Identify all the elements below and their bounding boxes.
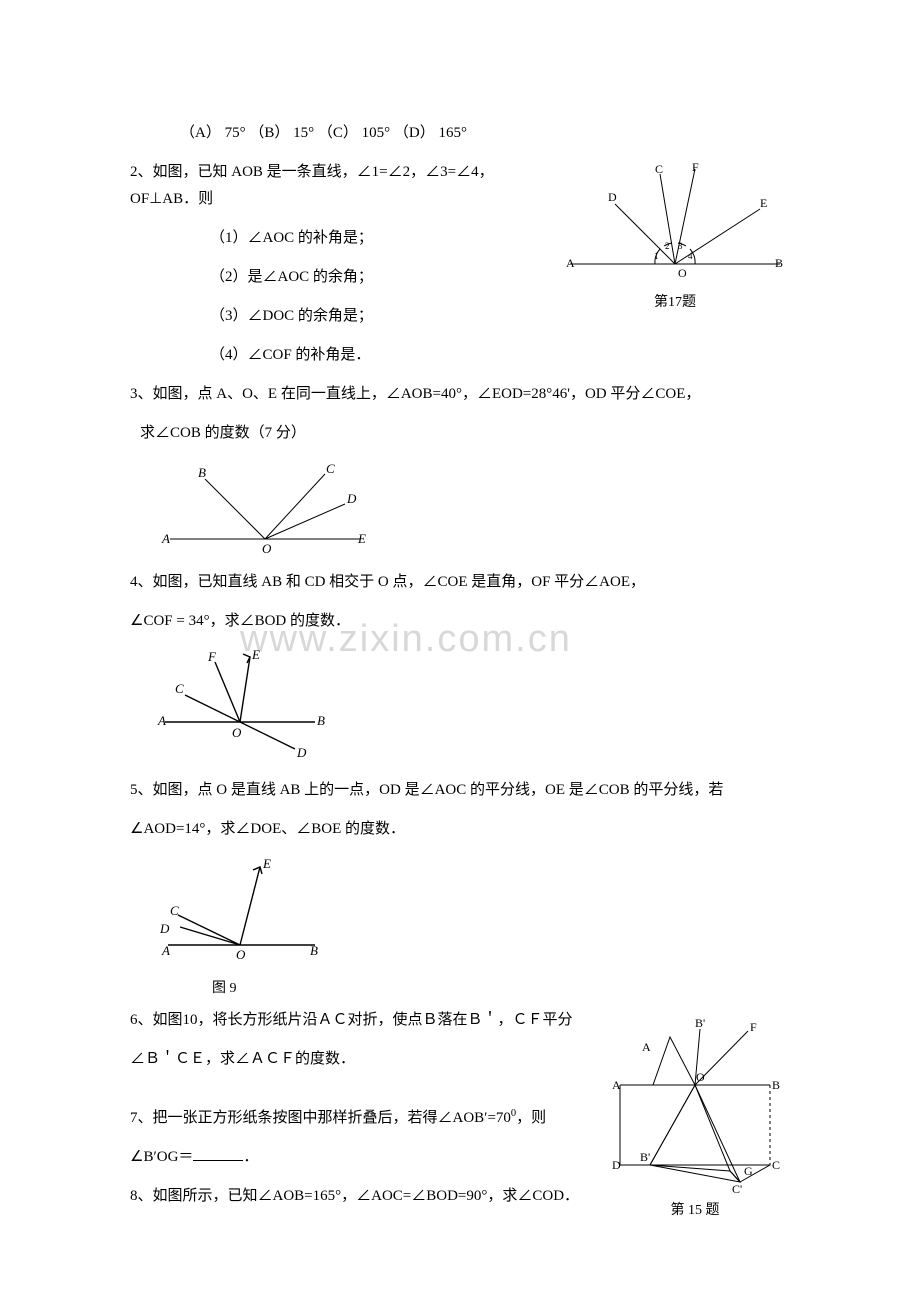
svg-text:E: E xyxy=(251,647,260,662)
q2-fig-caption: 第17题 xyxy=(560,291,790,311)
svg-text:D: D xyxy=(346,491,357,506)
svg-text:A: A xyxy=(642,1040,651,1054)
fig15: A B D C O F B' A B' C' G 第 15 题 xyxy=(600,1007,790,1219)
svg-text:O: O xyxy=(236,947,246,962)
svg-text:E: E xyxy=(760,196,767,210)
svg-text:3: 3 xyxy=(678,241,683,251)
svg-text:A: A xyxy=(566,256,575,270)
blank-fill xyxy=(193,1160,243,1161)
q4-stem-a: 4、如图，已知直线 AB 和 CD 相交于 O 点，∠COE 是直角，OF 平分… xyxy=(130,569,790,596)
opt-a-val: 75° xyxy=(225,125,246,141)
q2-sub4: （4）∠COF 的补角是． xyxy=(130,342,790,369)
opt-c-label: （C） xyxy=(318,125,358,141)
opt-b-label: （B） xyxy=(249,125,289,141)
svg-text:G: G xyxy=(744,1164,753,1178)
q3-figure: A E B C D O xyxy=(150,459,790,559)
svg-text:C': C' xyxy=(732,1182,742,1196)
svg-text:A: A xyxy=(161,531,170,546)
svg-text:C: C xyxy=(170,903,179,918)
q1-options: （A） 75° （B） 15° （C） 105° （D） 165° xyxy=(130,120,790,147)
svg-text:C: C xyxy=(326,461,335,476)
q5-stem-b: ∠AOD=14°，求∠DOE、∠BOE 的度数． xyxy=(130,816,790,843)
svg-text:4: 4 xyxy=(688,251,693,261)
svg-text:C: C xyxy=(772,1158,780,1172)
svg-text:O: O xyxy=(262,541,272,556)
svg-text:B: B xyxy=(310,943,318,958)
svg-text:C: C xyxy=(175,681,184,696)
svg-text:D: D xyxy=(296,745,307,760)
svg-text:O: O xyxy=(232,725,242,740)
q5-figure: A B C D E O 图 9 xyxy=(150,855,790,997)
q4-figure: A B C D F E O xyxy=(150,647,790,767)
svg-text:E: E xyxy=(262,856,271,871)
svg-text:B: B xyxy=(198,465,206,480)
svg-text:D: D xyxy=(612,1158,621,1172)
q4-stem-b: ∠COF = 34°，求∠BOD 的度数． xyxy=(130,608,790,635)
svg-text:D: D xyxy=(608,190,617,204)
svg-text:A: A xyxy=(157,713,166,728)
fig15-caption: 第 15 题 xyxy=(600,1199,790,1219)
opt-d-val: 165° xyxy=(438,125,467,141)
svg-text:B: B xyxy=(772,1078,780,1092)
q3-stem-a: 3、如图，点 A、O、E 在同一直线上，∠AOB=40°，∠EOD=28°46'… xyxy=(130,381,790,408)
opt-b-val: 15° xyxy=(293,125,314,141)
opt-c-val: 105° xyxy=(362,125,391,141)
svg-text:E: E xyxy=(357,531,366,546)
q3-stem-b: 求∠COB 的度数（7 分） xyxy=(130,420,790,447)
svg-text:B': B' xyxy=(695,1016,705,1030)
svg-text:B: B xyxy=(775,256,783,270)
svg-text:B': B' xyxy=(640,1150,650,1164)
q5-stem-a: 5、如图，点 O 是直线 AB 上的一点，OD 是∠AOC 的平分线，OE 是∠… xyxy=(130,777,790,804)
q5-fig-caption: 图 9 xyxy=(150,977,790,997)
svg-text:A: A xyxy=(161,943,170,958)
svg-text:D: D xyxy=(159,921,170,936)
svg-text:A: A xyxy=(612,1078,621,1092)
svg-text:1: 1 xyxy=(654,251,659,261)
svg-text:2: 2 xyxy=(665,241,670,251)
opt-d-label: （D） xyxy=(394,125,435,141)
svg-text:O: O xyxy=(678,266,687,280)
svg-text:C: C xyxy=(655,162,663,176)
svg-text:F: F xyxy=(692,160,699,174)
opt-a-label: （A） xyxy=(180,125,221,141)
svg-text:O: O xyxy=(696,1070,705,1084)
svg-text:B: B xyxy=(317,713,325,728)
svg-text:F: F xyxy=(750,1020,757,1034)
svg-text:F: F xyxy=(207,649,217,664)
q2-figure: A B D C F E O 1 2 3 4 第17题 xyxy=(560,159,790,311)
